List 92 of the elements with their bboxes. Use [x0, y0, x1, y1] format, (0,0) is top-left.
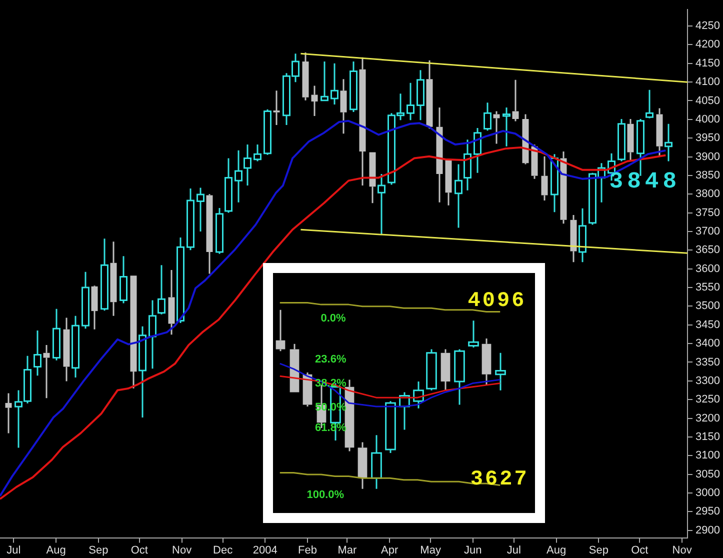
x-tick-label: Jul — [506, 544, 521, 556]
candlestick — [196, 187, 205, 232]
candlestick — [473, 127, 482, 174]
y-tick-label: 2950 — [696, 506, 720, 518]
candlestick — [483, 102, 492, 132]
candlestick — [119, 255, 128, 304]
candlestick — [440, 348, 450, 392]
candlestick — [482, 338, 492, 386]
candlestick — [157, 264, 166, 316]
x-tick-label: Aug — [546, 544, 566, 556]
candlestick — [330, 62, 339, 106]
y-tick-label: 3350 — [696, 356, 720, 368]
x-tick-label: Dec — [213, 544, 234, 556]
candlestick — [276, 309, 286, 352]
candlestick — [664, 123, 673, 162]
candlestick — [358, 442, 368, 490]
candlestick — [454, 348, 465, 406]
y-tick-label: 3600 — [696, 262, 720, 275]
y-tick-label: 3150 — [696, 430, 720, 443]
candlestick — [413, 380, 424, 410]
y-tick-label: 3000 — [696, 487, 720, 500]
x-tick-label: Jun — [464, 544, 482, 556]
y-tick-label: 3700 — [696, 226, 720, 238]
y-tick-label: 3500 — [696, 300, 720, 312]
candlestick — [454, 164, 463, 229]
y-tick-label: 3750 — [696, 206, 720, 219]
x-tick-label: Jul — [6, 544, 21, 556]
x-tick-label: Oct — [631, 544, 648, 556]
y-tick-label: 3100 — [696, 450, 720, 462]
candlestick — [81, 271, 90, 330]
y-tick-label: 3400 — [696, 338, 720, 350]
y-tick-label: 4200 — [696, 38, 720, 51]
candlestick — [377, 173, 386, 236]
y-tick-label: 4250 — [696, 20, 720, 32]
x-tick-label: Sep — [88, 544, 108, 556]
x-tick-label: Oct — [130, 544, 148, 556]
candlestick — [502, 106, 511, 148]
annotation: 3848 — [609, 168, 681, 195]
candlestick — [463, 138, 472, 192]
candlestick — [550, 153, 559, 213]
candlestick — [234, 150, 243, 204]
y-tick-label: 4000 — [696, 113, 720, 126]
y-tick-label: 3900 — [696, 150, 720, 163]
candlestick — [253, 144, 262, 162]
x-tick-label: May — [420, 544, 442, 556]
annotation: 23.6% — [315, 353, 346, 366]
candlestick — [186, 188, 195, 251]
y-tick-label: 3950 — [696, 132, 720, 144]
candlestick — [138, 326, 147, 418]
x-tick-label: Feb — [298, 544, 318, 556]
candlestick — [33, 330, 42, 376]
candlestick — [243, 144, 252, 186]
x-tick-label: 2004 — [252, 544, 278, 556]
y-tick-label: 3300 — [696, 374, 720, 387]
candlestick — [371, 434, 382, 490]
y-tick-label: 3050 — [696, 468, 720, 480]
y-tick-label: 3200 — [696, 412, 720, 424]
candlestick — [52, 308, 61, 362]
candlestick — [645, 89, 654, 120]
y-tick-label: 2900 — [696, 524, 720, 536]
candlestick — [578, 208, 587, 263]
y-tick-label: 3850 — [696, 169, 720, 182]
candlestick — [100, 238, 109, 312]
candlestick — [406, 82, 415, 121]
annotation: 0.0% — [320, 312, 346, 325]
y-tick-label: 3450 — [696, 318, 720, 331]
candlestick — [71, 315, 80, 378]
candlestick — [224, 158, 233, 214]
y-tick-label: 3250 — [696, 394, 720, 406]
y-tick-label: 4150 — [696, 57, 720, 70]
annotation: 4096 — [468, 290, 526, 313]
x-tick-label: Mar — [338, 544, 357, 556]
x-tick-label: Aug — [46, 544, 66, 556]
x-tick-label: Sep — [588, 544, 608, 556]
y-tick-label: 3800 — [696, 188, 720, 200]
annotation: 100.0% — [306, 489, 344, 502]
y-tick-label: 4100 — [696, 76, 720, 88]
candlestick — [495, 352, 506, 392]
candlestick — [399, 391, 410, 431]
y-tick-label: 3650 — [696, 244, 720, 256]
candlestick — [176, 236, 185, 324]
y-tick-label: 3550 — [696, 282, 720, 294]
x-tick-label: Nov — [172, 544, 192, 556]
annotation: 3627 — [470, 468, 529, 492]
candlestick — [320, 60, 329, 102]
candlestick — [349, 60, 358, 113]
x-tick-label: Nov — [672, 544, 692, 556]
candlestick — [416, 69, 425, 121]
candlestick — [468, 320, 479, 348]
y-tick-label: 4050 — [696, 94, 720, 107]
x-tick-label: Apr — [380, 544, 398, 556]
candlestick — [148, 299, 157, 370]
